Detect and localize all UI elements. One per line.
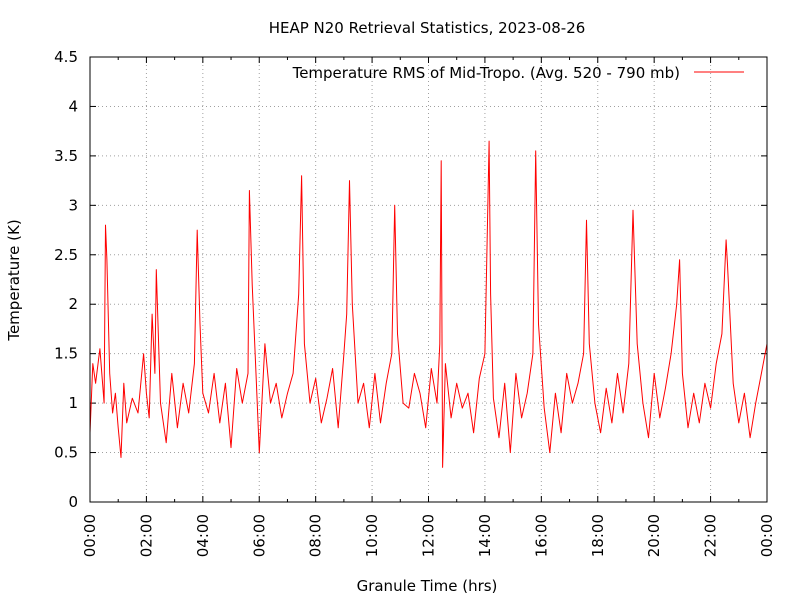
y-tick-label: 2 (68, 295, 78, 313)
x-tick-label: 08:00 (307, 514, 325, 557)
y-tick-label: 2.5 (54, 246, 78, 264)
chart-title: HEAP N20 Retrieval Statistics, 2023-08-2… (269, 19, 586, 37)
x-tick-label: 04:00 (194, 514, 212, 557)
y-tick-label: 1 (68, 394, 78, 412)
legend-label: Temperature RMS of Mid-Tropo. (Avg. 520 … (292, 64, 680, 82)
grid (90, 57, 767, 502)
y-tick-label: 1.5 (54, 345, 78, 363)
x-tick-label: 18:00 (589, 514, 607, 557)
x-tick-label: 14:00 (476, 514, 494, 557)
x-axis-label: Granule Time (hrs) (357, 577, 498, 595)
legend: Temperature RMS of Mid-Tropo. (Avg. 520 … (292, 64, 744, 82)
x-tick-label: 12:00 (420, 514, 438, 557)
plot-frame (89, 56, 768, 503)
x-tick-label: 02:00 (137, 514, 155, 557)
y-axis-label: Temperature (K) (5, 219, 23, 341)
x-tick-label: 00:00 (758, 514, 776, 557)
x-tick-label: 22:00 (702, 514, 720, 557)
y-ticks: 0 0.5 1 1.5 2 2.5 3 3.5 4 4.5 (54, 48, 767, 511)
x-ticks: 00:00 02:00 04:00 06:00 08:00 10:00 12:00 14:00… (81, 57, 776, 557)
x-tick-label: 00:00 (81, 514, 99, 557)
y-tick-label: 4.5 (54, 48, 78, 66)
y-tick-label: 3 (68, 196, 78, 214)
series-layer (89, 140, 768, 468)
x-tick-label: 10:00 (363, 514, 381, 557)
x-tick-label: 20:00 (645, 514, 663, 557)
y-tick-label: 0.5 (54, 444, 78, 462)
y-tick-label: 4 (68, 97, 78, 115)
x-tick-label: 06:00 (250, 514, 268, 557)
x-tick-label: 16:00 (532, 514, 550, 557)
y-tick-label: 3.5 (54, 147, 78, 165)
y-tick-label: 0 (68, 493, 78, 511)
series-line-0 (89, 140, 768, 468)
